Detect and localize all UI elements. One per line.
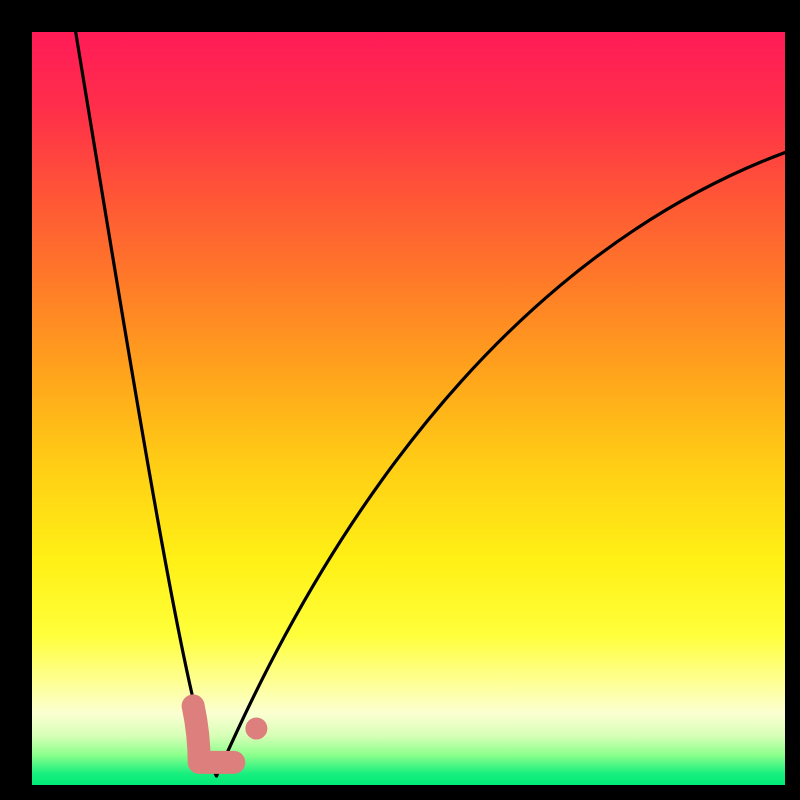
frame-bottom — [0, 785, 800, 800]
plot-area — [32, 32, 785, 785]
chart-svg — [32, 32, 785, 785]
marker-dot — [245, 718, 267, 740]
curve-left — [76, 32, 217, 776]
stage: TheBottlenecker.com — [0, 0, 800, 800]
frame-right — [785, 0, 800, 800]
marker-l-shape — [193, 706, 234, 762]
frame-top — [0, 0, 800, 32]
frame-left — [0, 0, 32, 800]
curve-right — [216, 152, 785, 775]
